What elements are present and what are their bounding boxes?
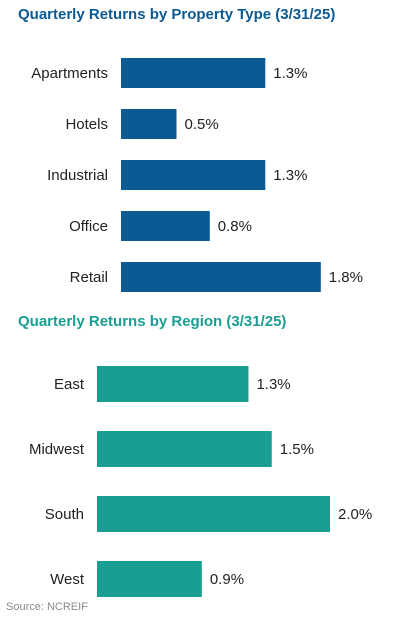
chart-title-region: Quarterly Returns by Region (3/31/25) xyxy=(18,313,287,330)
category-label: Hotels xyxy=(65,116,108,133)
bar-midwest xyxy=(97,431,272,467)
value-label: 1.3% xyxy=(273,65,307,82)
bar-south xyxy=(97,496,330,532)
category-label: Office xyxy=(69,218,108,235)
value-label: 2.0% xyxy=(338,506,372,523)
bar-east xyxy=(97,366,249,402)
value-label: 1.3% xyxy=(256,376,290,393)
category-label: Retail xyxy=(70,269,108,286)
property-type-bar-chart: Apartments 1.3% Hotels 0.5% Industrial 1.3% Of… xyxy=(31,58,363,292)
source-note: Source: NCREIF xyxy=(6,601,88,613)
category-label: Industrial xyxy=(47,167,108,184)
bar-industrial xyxy=(121,160,266,190)
value-label: 1.3% xyxy=(273,167,307,184)
bar-apartments xyxy=(121,58,266,88)
value-label: 1.8% xyxy=(329,269,363,286)
bar-west xyxy=(97,561,202,597)
chart-title-property-type: Quarterly Returns by Property Type (3/31… xyxy=(18,6,336,23)
region-bar-chart: East 1.3% Midwest 1.5% South 2.0% West 0.9% xyxy=(29,366,372,597)
category-label: Midwest xyxy=(29,441,85,458)
bar-hotels xyxy=(121,109,177,139)
value-label: 0.5% xyxy=(185,116,219,133)
bar-office xyxy=(121,211,210,241)
bar-retail xyxy=(121,262,321,292)
category-label: West xyxy=(50,571,85,588)
category-label: Apartments xyxy=(31,65,108,82)
value-label: 0.8% xyxy=(218,218,252,235)
value-label: 0.9% xyxy=(210,571,244,588)
value-label: 1.5% xyxy=(280,441,314,458)
category-label: East xyxy=(54,376,85,393)
category-label: South xyxy=(45,506,84,523)
